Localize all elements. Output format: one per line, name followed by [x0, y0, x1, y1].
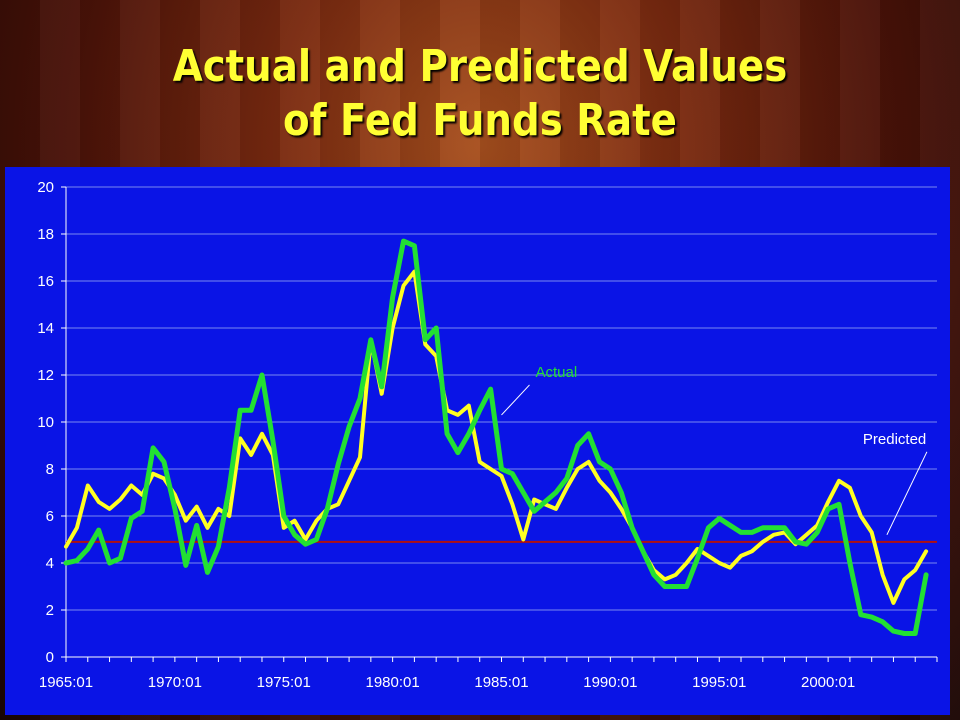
annotation-leader-actual	[501, 384, 530, 416]
y-tick-label: 14	[37, 320, 54, 337]
y-tick-label: 16	[37, 273, 54, 290]
y-tick-label: 18	[37, 226, 54, 243]
series-line-actual	[63, 238, 929, 636]
x-tick-label: 1965:01	[39, 674, 93, 691]
annotation-leader-predicted	[886, 451, 928, 536]
annotation-actual: Actual	[536, 364, 578, 381]
slide-title-line-2: of Fed Funds Rate	[283, 95, 677, 146]
series-line-predicted	[64, 269, 929, 605]
slide-title-line-1: Actual and Predicted Values	[172, 41, 788, 92]
x-tick-labels: 1965:01 1970:01 1975:01 1980:01 1985:01 1990:…	[39, 674, 855, 691]
x-tick-label: 2000:01	[801, 674, 855, 691]
y-tick-label: 6	[46, 508, 54, 525]
y-tick-label: 0	[46, 649, 54, 666]
axis-ticks	[61, 186, 938, 662]
y-tick-labels: 0 2 4 6 8 10 12 14 16 18 20	[37, 179, 54, 666]
y-tick-label: 8	[46, 461, 54, 478]
annotation-predicted: Predicted	[863, 431, 926, 448]
x-tick-label: 1975:01	[257, 674, 311, 691]
x-tick-label: 1990:01	[583, 674, 637, 691]
y-tick-label: 20	[37, 179, 54, 196]
series-lines	[63, 238, 929, 636]
x-tick-label: 1985:01	[474, 674, 528, 691]
chart-panel: 0 2 4 6 8 10 12 14 16 18 20 1965:01 1970:01 1975:01 1…	[5, 167, 950, 715]
y-tick-label: 12	[37, 367, 54, 384]
slide-title: Actual and Predicted Values of Fed Funds…	[58, 40, 903, 148]
x-tick-label: 1995:01	[692, 674, 746, 691]
y-tick-label: 4	[46, 555, 54, 572]
y-tick-label: 10	[37, 414, 54, 431]
annotations: Actual Predicted	[501, 364, 928, 536]
gridlines	[66, 186, 937, 611]
x-tick-label: 1970:01	[148, 674, 202, 691]
y-tick-label: 2	[46, 602, 54, 619]
x-tick-label: 1980:01	[366, 674, 420, 691]
